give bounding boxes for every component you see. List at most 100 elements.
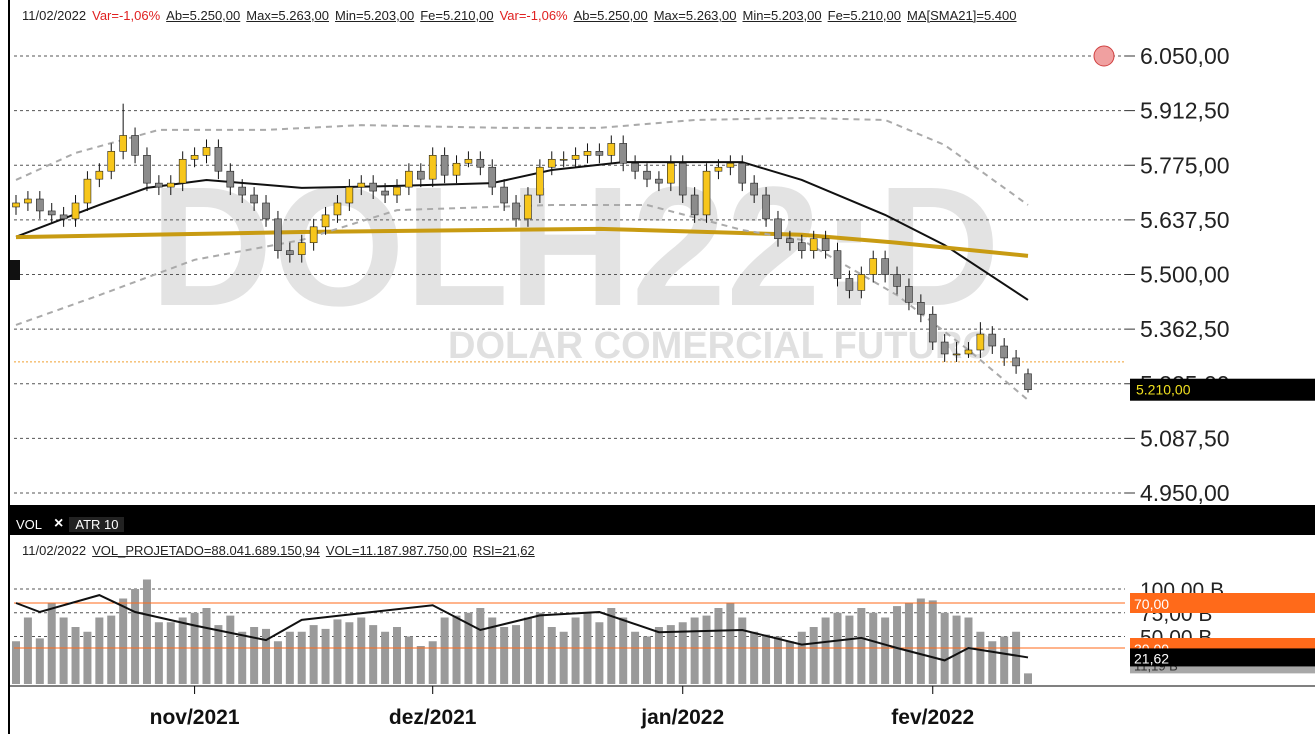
candle-body	[762, 194, 770, 220]
volume-bar	[35, 638, 44, 684]
info-item: Ab=5.250,00	[166, 8, 241, 23]
tab[interactable]: ATR 10	[69, 516, 125, 532]
candle-body	[143, 155, 151, 184]
volume-bar	[59, 617, 68, 684]
volume-bar	[547, 627, 556, 684]
candle-body	[964, 349, 973, 355]
candle-body	[250, 194, 258, 204]
candle-body	[214, 147, 223, 172]
candle-body	[881, 258, 889, 275]
candle-body	[1024, 373, 1032, 391]
volume-bar	[773, 636, 782, 684]
volume-bar	[131, 589, 140, 684]
candle-body	[714, 166, 723, 172]
volume-bar	[607, 608, 616, 684]
volume-bar	[821, 617, 830, 684]
volume-bar	[262, 628, 271, 684]
watermark-symbol: DOLH22:D	[150, 152, 1000, 342]
candle-body	[333, 202, 342, 216]
volume-bar	[678, 622, 687, 684]
volume-bar	[369, 625, 378, 684]
candle-body	[286, 250, 294, 255]
last-price-label: 5.210,00	[1136, 382, 1191, 398]
volume-bar	[404, 636, 413, 684]
volume-bar	[23, 617, 32, 684]
volume-bar	[95, 617, 104, 684]
candle-body	[131, 135, 139, 156]
candle-body	[345, 186, 354, 204]
close-tab[interactable]: ×	[54, 515, 64, 532]
volume-bar	[488, 617, 497, 684]
candle-body	[500, 186, 508, 204]
candle-body	[607, 143, 616, 156]
candle-body	[24, 198, 32, 204]
rsi-line	[15, 594, 1029, 662]
candle-body	[1000, 345, 1008, 359]
volume-bar	[881, 617, 890, 684]
volume-bar	[238, 631, 247, 684]
candle-body	[119, 135, 127, 152]
volume-bar	[512, 625, 521, 684]
info-item: Max=5.263,00	[653, 8, 737, 23]
candle-body	[381, 190, 389, 196]
volume-bar	[654, 627, 663, 684]
y-tick-label: 5.087,50	[1140, 425, 1230, 451]
candle-body	[738, 162, 747, 184]
volume-bar	[154, 622, 163, 684]
volume-bar	[714, 608, 723, 684]
volume-bar	[12, 641, 20, 684]
info-item: VOL=11.187.987.750,00	[325, 543, 467, 558]
volume-bar	[809, 627, 818, 684]
x-tick-label: jan/2022	[640, 706, 724, 729]
volume-bar	[952, 615, 961, 684]
info-item: Var=-1,06%	[92, 8, 161, 23]
candle-body	[940, 341, 949, 355]
candle-body	[476, 158, 485, 168]
candle-body	[107, 151, 116, 172]
info-item: VOL_PROJETADO=88.041.689.150,94	[92, 543, 320, 558]
candle-body	[536, 166, 544, 196]
candle-body	[166, 182, 175, 188]
volume-bar	[226, 615, 235, 684]
date: 11/02/2022	[22, 543, 87, 558]
volume-bar	[285, 631, 294, 684]
volume-bar	[928, 600, 937, 684]
candle-body	[488, 166, 497, 188]
y-tick-label: 5.775,00	[1140, 152, 1230, 178]
volume-bar	[321, 628, 330, 684]
volume-bar	[381, 631, 390, 684]
candle-body	[559, 158, 568, 161]
tab[interactable]: VOL	[16, 516, 43, 532]
y-tick-label: 5.362,50	[1140, 316, 1230, 342]
volume-bar	[619, 617, 628, 684]
date: 11/02/2022	[22, 8, 87, 23]
info-item: Fe=5.210,00	[420, 8, 494, 23]
candle-body	[321, 214, 330, 228]
volume-bar	[916, 598, 925, 684]
volume-bar	[1000, 636, 1009, 684]
volume-bar	[440, 617, 449, 684]
x-tick-label: fev/2022	[891, 706, 974, 729]
rsi-level-tag	[1130, 593, 1315, 613]
info-item: Min=5.203,00	[742, 8, 822, 23]
volume-bar	[392, 627, 401, 684]
candle-body	[619, 143, 628, 164]
candle-body	[643, 170, 651, 180]
volume-bar	[1012, 631, 1021, 684]
volume-bar	[250, 627, 259, 684]
volume-bar	[166, 622, 175, 684]
y-tick-label: 5.912,50	[1140, 98, 1230, 124]
volume-bar	[893, 606, 902, 684]
x-tick-label: nov/2021	[150, 706, 240, 729]
info-item: Var=-1,06%	[499, 8, 568, 23]
candle-body	[83, 178, 92, 204]
candle-body	[905, 286, 913, 303]
side-toggle	[10, 260, 20, 280]
candle-body	[690, 194, 699, 216]
candle-body	[976, 333, 985, 351]
candle-body	[595, 151, 604, 156]
candle-body	[226, 170, 235, 188]
y-tick-label: 5.500,00	[1140, 262, 1230, 288]
candle-body	[452, 162, 461, 176]
x-tick-label: dez/2021	[389, 706, 477, 729]
